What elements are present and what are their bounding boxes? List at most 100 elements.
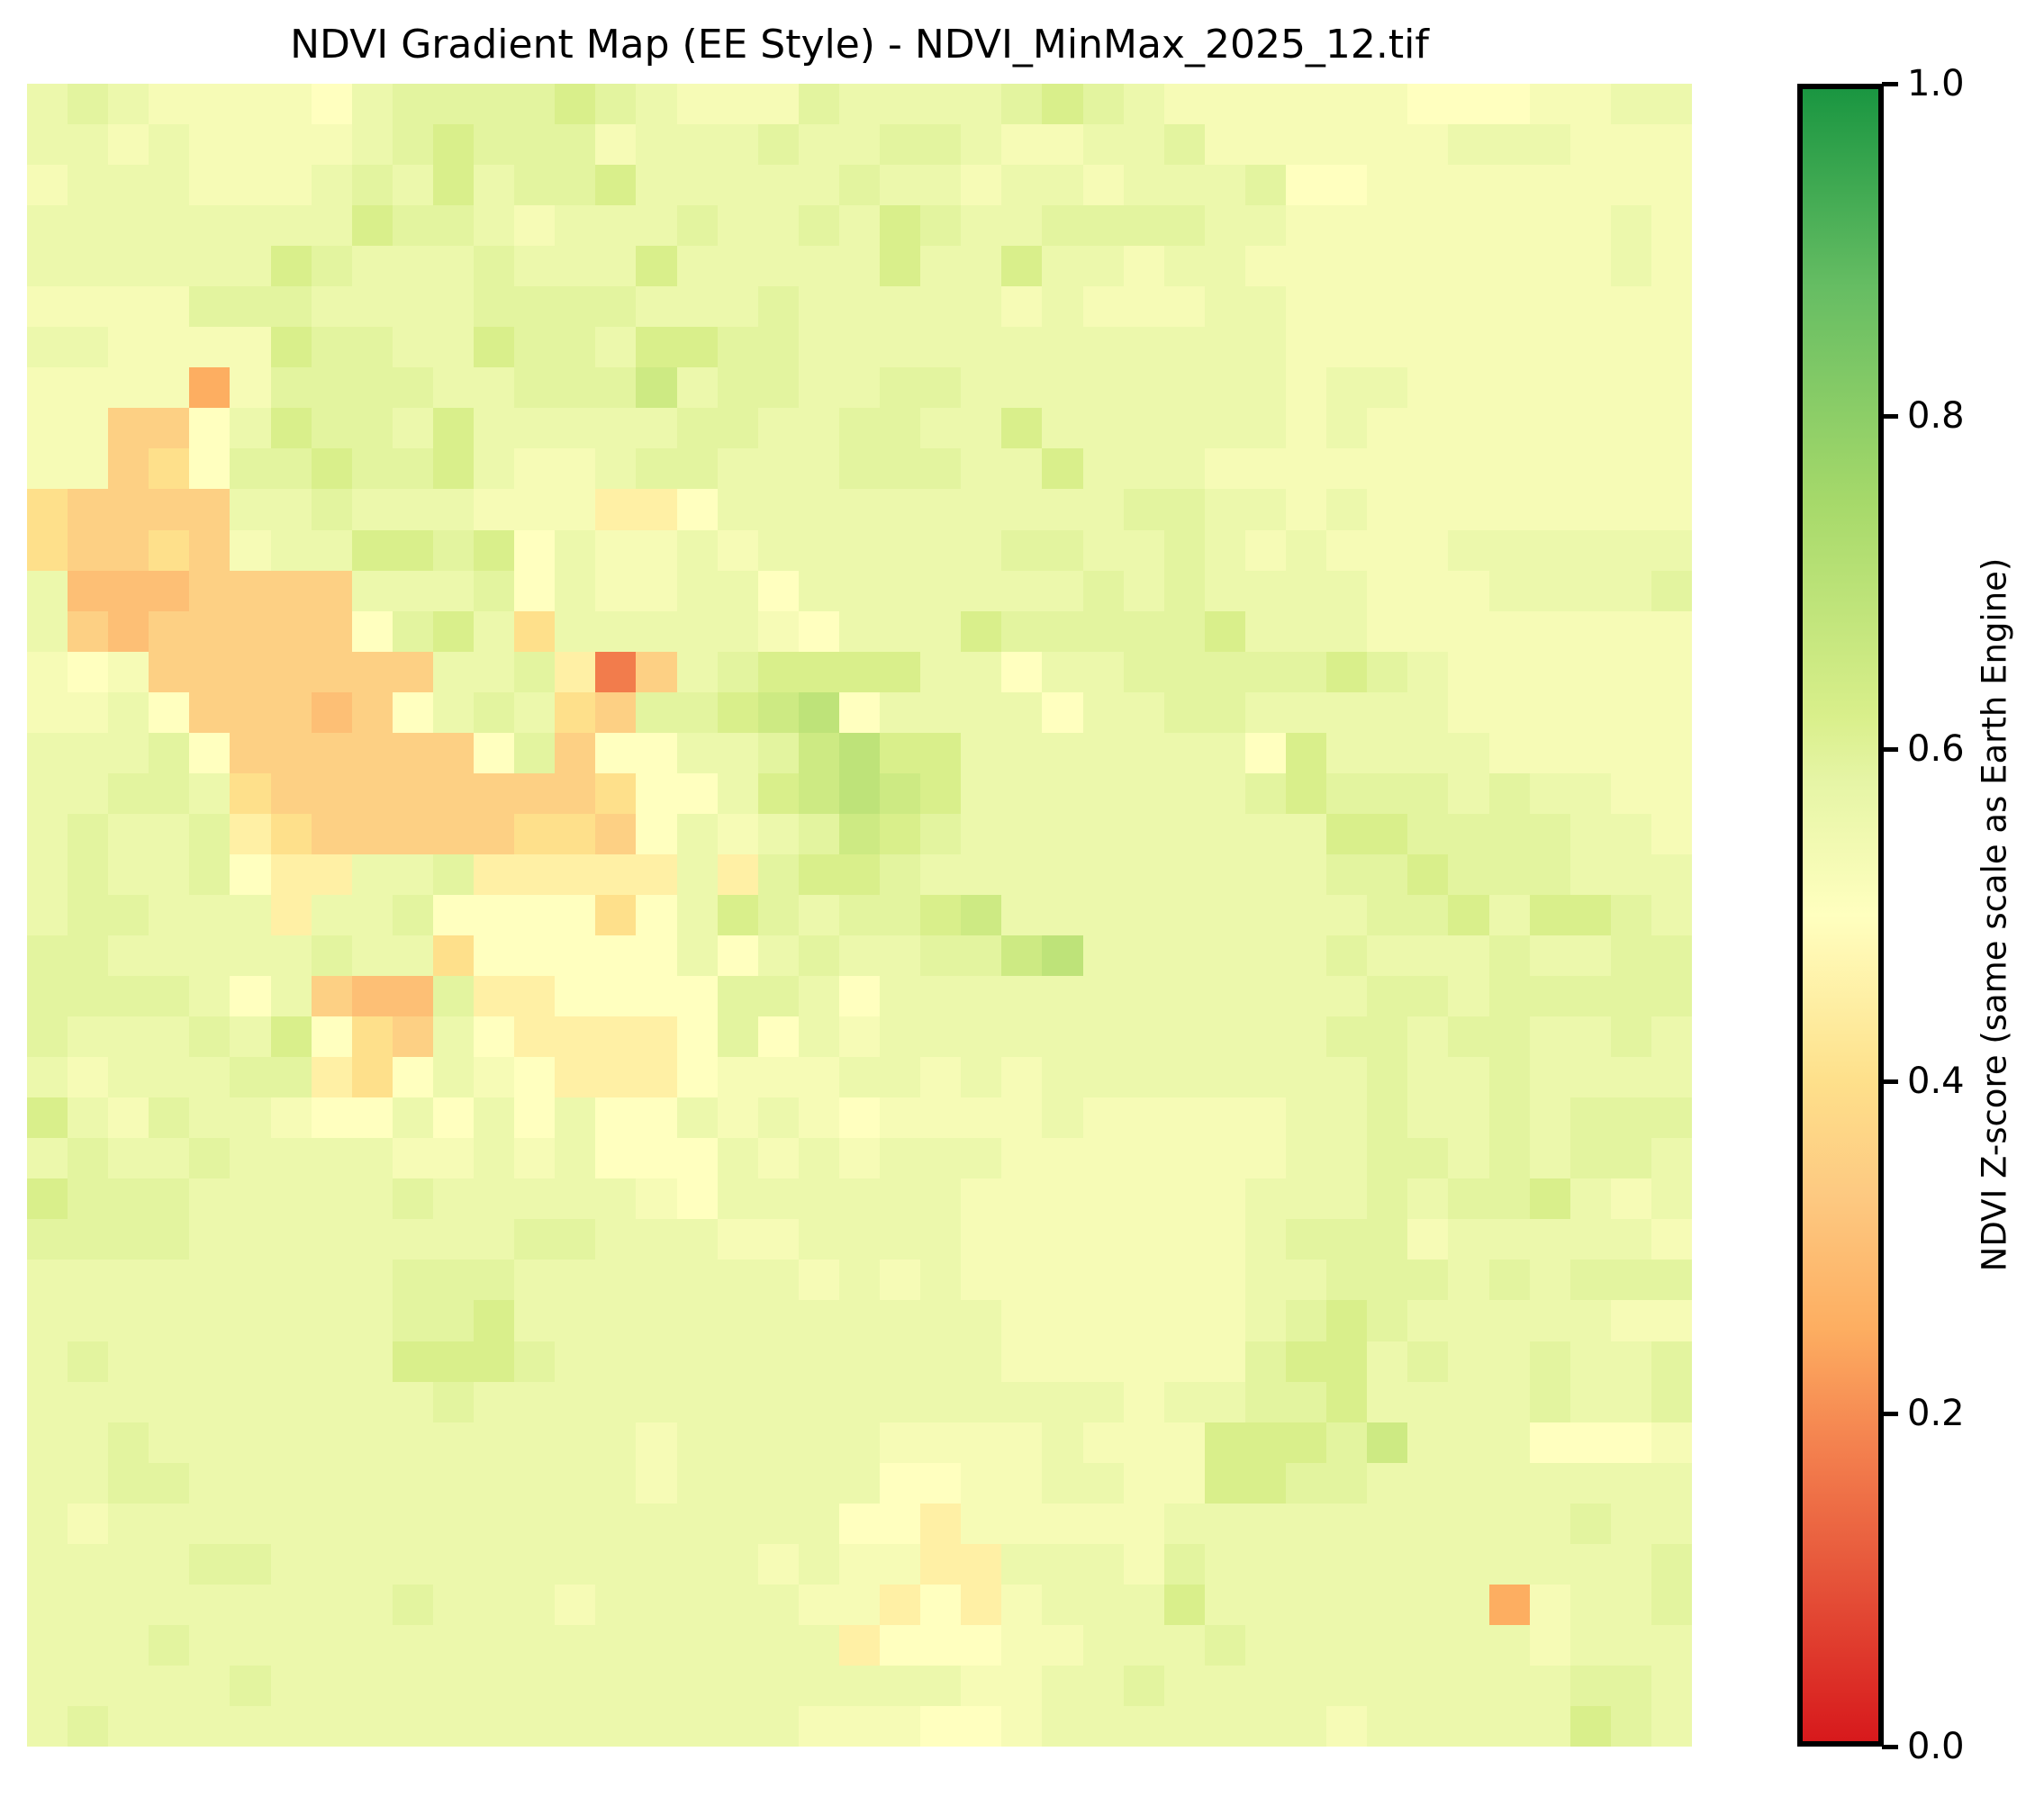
heatmap-cell [230,1381,271,1422]
heatmap-cell [392,1381,433,1422]
heatmap-cell [1042,853,1083,895]
heatmap-cell [1001,124,1043,166]
heatmap-cell [351,489,393,530]
heatmap-cell [757,165,799,206]
heatmap-cell [230,1462,271,1504]
heatmap-cell [636,570,677,611]
heatmap-cell [757,448,799,490]
heatmap-cell [880,1665,921,1706]
heatmap-cell [108,813,149,854]
heatmap-cell [1529,691,1570,733]
heatmap-cell [757,286,799,328]
colorbar-tick-label: 0.6 [1907,728,1965,770]
heatmap-cell [1001,205,1043,247]
heatmap-cell [514,408,556,449]
heatmap-cell [432,1584,475,1625]
heatmap-cell [1244,529,1287,571]
heatmap-cell [1367,1219,1408,1260]
heatmap-cell [149,813,190,854]
colorbar-tick [1882,1745,1898,1749]
heatmap-cell [555,1462,596,1504]
heatmap-cell [1082,327,1124,368]
heatmap-cell [798,286,839,328]
heatmap-cell [920,1543,962,1585]
heatmap-cell [961,205,1002,247]
heatmap-cell [1326,935,1368,977]
heatmap-cell [1286,1503,1327,1544]
heatmap-cell [1042,976,1083,1017]
heatmap-cell [351,286,393,328]
heatmap-cell [1569,1665,1611,1706]
heatmap-cell [1367,1422,1408,1463]
heatmap-cell [1286,1624,1327,1666]
heatmap-cell [311,165,352,206]
heatmap-cell [1042,1057,1083,1098]
heatmap-cell [1042,448,1083,490]
heatmap-cell [1042,1665,1083,1706]
heatmap-cell [1610,246,1651,287]
heatmap-cell [514,327,556,368]
heatmap-cell [270,1584,312,1625]
heatmap-cell [1244,976,1287,1017]
heatmap-cell [1123,772,1164,814]
heatmap-cell [838,894,881,936]
heatmap-cell [1326,1260,1368,1301]
heatmap-cell [351,610,393,652]
heatmap-cell [1407,1138,1449,1179]
heatmap-cell [1448,976,1489,1017]
heatmap-cell [230,1341,271,1382]
heatmap-cell [108,1705,149,1747]
heatmap-cell [108,327,149,368]
heatmap-cell [1407,1178,1449,1220]
heatmap-cell [1244,1138,1287,1179]
heatmap-cell [1326,1138,1368,1179]
heatmap-cell [1651,1381,1692,1422]
heatmap-cell [717,246,758,287]
heatmap-cell [1042,1219,1083,1260]
heatmap-cell [1204,1381,1245,1422]
heatmap-cell [1569,367,1611,409]
heatmap-cell [1286,1097,1327,1139]
heatmap-cell [270,610,312,652]
heatmap-cell [1448,1260,1489,1301]
heatmap-cell [717,1584,758,1625]
heatmap-cell [432,1178,475,1220]
heatmap-cell [717,1503,758,1544]
heatmap-cell [27,1260,68,1301]
heatmap-cell [555,1503,596,1544]
heatmap-cell [1163,732,1205,773]
heatmap-cell [270,1057,312,1098]
heatmap-cell [798,327,839,368]
heatmap-cell [1326,853,1368,895]
heatmap-cell [961,570,1002,611]
heatmap-cell [392,367,433,409]
heatmap-cell [717,448,758,490]
heatmap-cell [392,1300,433,1341]
heatmap-cell [1610,1260,1651,1301]
heatmap-cell [1367,1097,1408,1139]
heatmap-cell [1123,1138,1164,1179]
heatmap-cell [555,813,596,854]
heatmap-cell [1529,246,1570,287]
heatmap-cell [1367,1543,1408,1585]
heatmap-cell [514,1462,556,1504]
heatmap-cell [149,1462,190,1504]
heatmap-cell [798,1422,839,1463]
heatmap-cell [961,813,1002,854]
heatmap-cell [1244,1624,1287,1666]
colorbar-tick-label: 0.0 [1907,1726,1965,1767]
heatmap-cell [757,610,799,652]
heatmap-cell [1286,246,1327,287]
heatmap-cell [595,813,637,854]
heatmap-cell [432,1138,475,1179]
heatmap-cell [1001,1584,1043,1625]
heatmap-cell [1001,1260,1043,1301]
heatmap-cell [68,894,109,936]
heatmap-cell [961,1705,1002,1747]
heatmap-cell [1001,1138,1043,1179]
heatmap-cell [1367,367,1408,409]
heatmap-cell [108,1178,149,1220]
heatmap-cell [717,772,758,814]
heatmap-cell [474,124,515,166]
heatmap-cell [798,124,839,166]
